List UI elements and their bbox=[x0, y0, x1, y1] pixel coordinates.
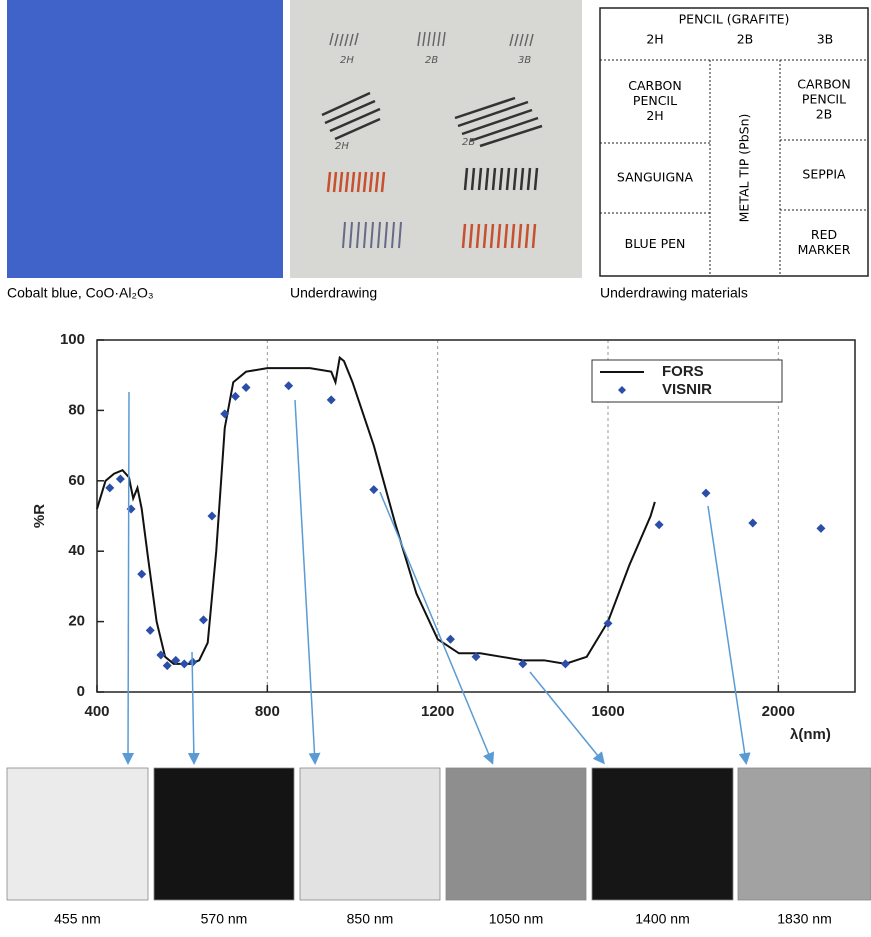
underdrawing-photo bbox=[290, 0, 582, 278]
line bbox=[96, 355, 656, 665]
point bbox=[230, 391, 240, 401]
sample-label: 2B bbox=[462, 137, 475, 148]
ir-image bbox=[591, 767, 734, 901]
point bbox=[284, 381, 294, 391]
point bbox=[171, 655, 181, 665]
image-label: 570 nm bbox=[201, 911, 248, 927]
legend-label: FORS bbox=[662, 363, 704, 380]
point bbox=[105, 483, 115, 493]
x-tick-label: 400 bbox=[84, 703, 109, 720]
cobalt-sample bbox=[7, 0, 283, 278]
image-strip: 455 nm 570 nm 850 nm 1050 nm 1400 nm 1830 nm bbox=[6, 767, 871, 927]
legend-box bbox=[591, 359, 783, 403]
legend-swatch bbox=[618, 386, 626, 394]
materials-text: PENCIL (GRAFITE)2H 2B 3BCARBONPENCIL2HSANG… bbox=[617, 12, 851, 258]
y-axis-label: %R bbox=[31, 504, 48, 528]
point bbox=[179, 659, 189, 669]
table-cell: BLUE PEN bbox=[625, 236, 686, 251]
table-cell: METAL TIP (PbSn) bbox=[737, 114, 752, 223]
table-cell: 2B bbox=[816, 107, 833, 122]
ir-image bbox=[153, 767, 295, 901]
sample-label: 2H bbox=[335, 141, 349, 152]
point bbox=[748, 518, 758, 528]
x-tick-label: 2000 bbox=[762, 703, 795, 720]
y-tick-label: 60 bbox=[68, 472, 85, 489]
point bbox=[241, 383, 251, 393]
point bbox=[126, 504, 136, 514]
image-label: 455 nm bbox=[54, 911, 101, 927]
caption: Underdrawing materials bbox=[600, 285, 748, 301]
x-axis-label: λ(nm) bbox=[790, 726, 831, 743]
point bbox=[145, 625, 155, 635]
y-tick-label: 40 bbox=[68, 542, 85, 559]
point bbox=[220, 409, 230, 419]
x-tick-label: 800 bbox=[255, 703, 280, 720]
grade: 2B bbox=[737, 32, 754, 47]
materials-table bbox=[599, 7, 869, 277]
ir-image bbox=[737, 767, 871, 901]
point bbox=[445, 634, 455, 644]
point bbox=[560, 659, 570, 669]
y-tick-label: 20 bbox=[68, 613, 85, 630]
table-cell: SANGUIGNA bbox=[617, 170, 694, 185]
point bbox=[198, 615, 208, 625]
point bbox=[816, 523, 826, 533]
sample-labels: 2H 2B 3B 2H 2B bbox=[335, 55, 531, 152]
image-label: 1050 nm bbox=[489, 911, 543, 927]
point bbox=[471, 652, 481, 662]
arrows bbox=[122, 391, 751, 765]
point bbox=[156, 650, 166, 660]
point bbox=[369, 485, 379, 495]
table-title: PENCIL (GRAFITE) bbox=[679, 12, 790, 27]
y-tick-label: 0 bbox=[77, 683, 85, 700]
point bbox=[115, 474, 125, 484]
point bbox=[137, 569, 147, 579]
x-tick-label: 1600 bbox=[591, 703, 624, 720]
point bbox=[603, 618, 613, 628]
point bbox=[207, 511, 217, 521]
table-cell: PENCIL bbox=[633, 93, 677, 108]
table-cell: PENCIL bbox=[802, 92, 846, 107]
sample-label: 3B bbox=[518, 55, 531, 66]
table-cell: MARKER bbox=[798, 242, 851, 257]
grade: 2H bbox=[646, 32, 663, 47]
point bbox=[654, 520, 664, 530]
ir-image bbox=[445, 767, 587, 901]
plot-frame bbox=[96, 339, 856, 693]
legend-label: VISNIR bbox=[662, 381, 712, 398]
table-cell: SEPPIA bbox=[802, 167, 846, 182]
table-cell: CARBON bbox=[797, 77, 851, 92]
caption: Underdrawing bbox=[290, 285, 377, 301]
grade: 3B bbox=[817, 32, 834, 47]
image-label: 850 nm bbox=[347, 911, 394, 927]
point bbox=[162, 661, 172, 671]
image-label: 1830 nm bbox=[777, 911, 831, 927]
point bbox=[326, 395, 336, 405]
caption: Cobalt blue, CoO·Al₂O₃ bbox=[7, 285, 154, 301]
table-cell: RED bbox=[811, 227, 837, 242]
table-cell: CARBON bbox=[628, 78, 682, 93]
chart: 400 800 1200 1600 2000 0 20 40 60 80 100 %R λ(nm) FOR… bbox=[31, 331, 856, 743]
table-cell: 2H bbox=[646, 108, 663, 123]
sample-label: 2H bbox=[340, 55, 354, 66]
sample-label: 2B bbox=[425, 55, 438, 66]
ir-image bbox=[6, 767, 149, 901]
point bbox=[518, 659, 528, 669]
y-tick-label: 80 bbox=[68, 401, 85, 418]
image-label: 1400 nm bbox=[635, 911, 689, 927]
x-tick-label: 1200 bbox=[421, 703, 454, 720]
point bbox=[701, 488, 711, 498]
ir-image bbox=[299, 767, 441, 901]
y-tick-label: 100 bbox=[60, 331, 85, 348]
